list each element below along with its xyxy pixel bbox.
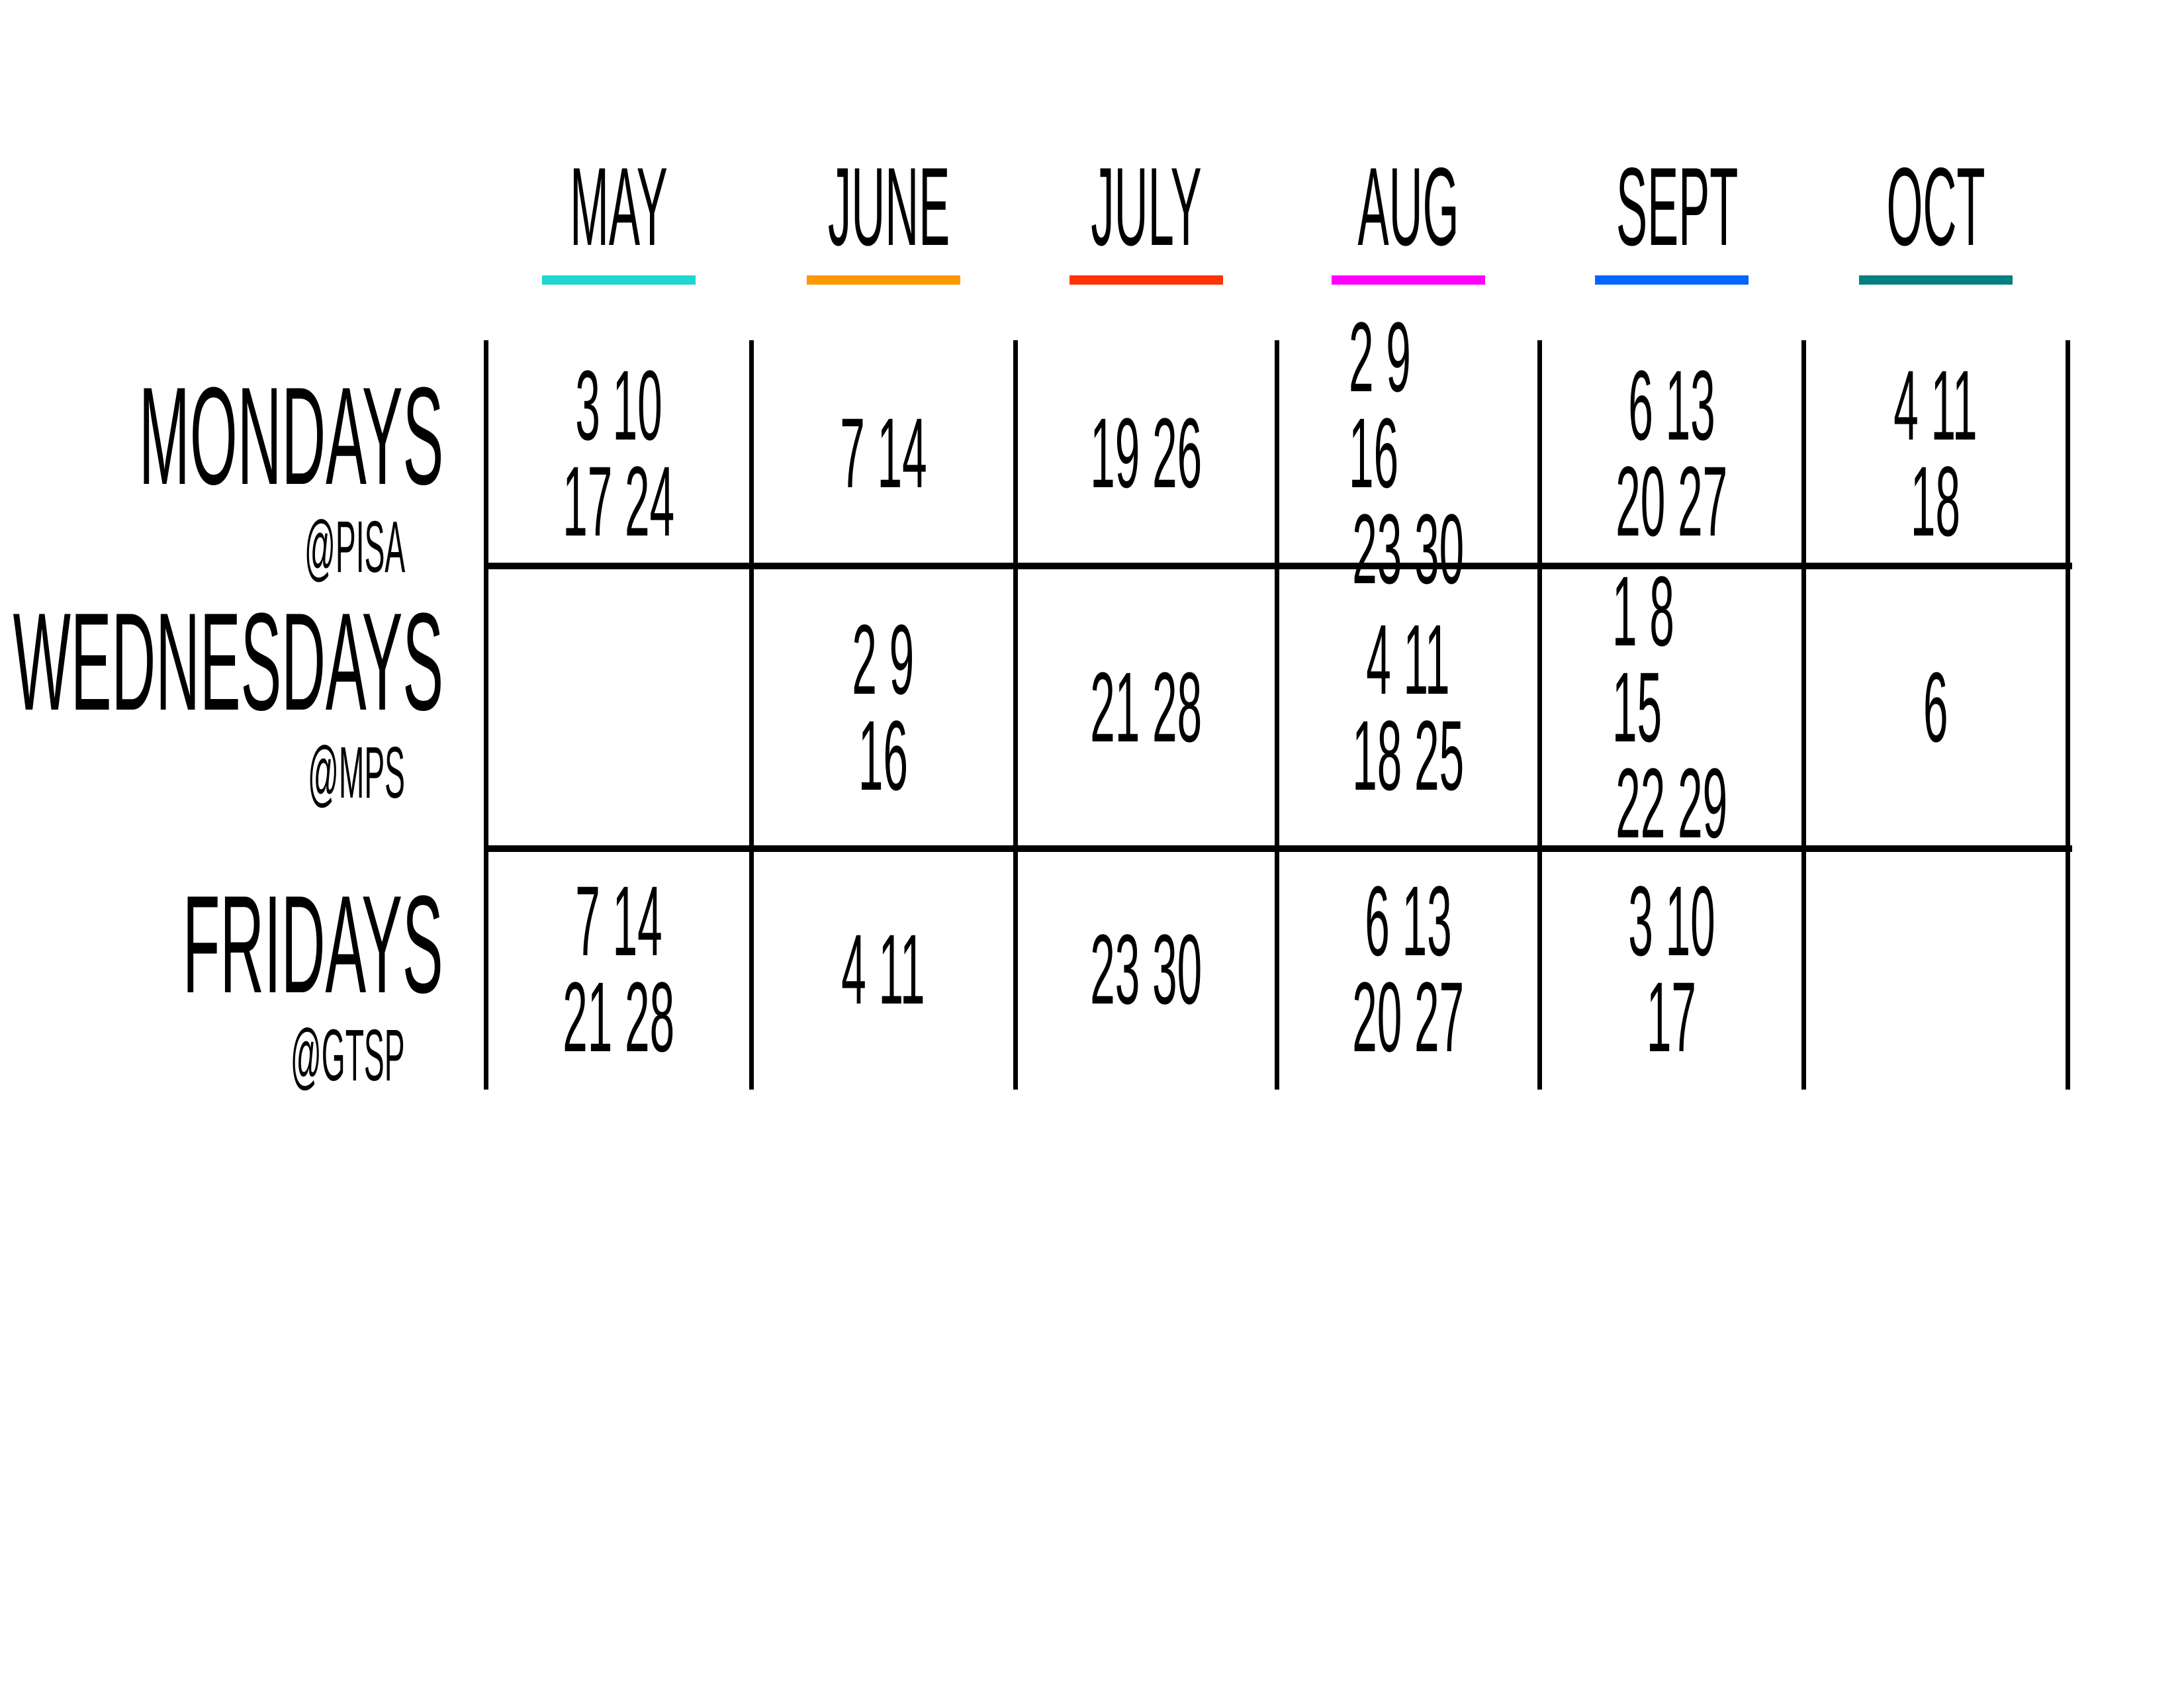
date-line: 17	[1646, 961, 1697, 1072]
row-label-wednesdays: WEDNESDAYS @MPS	[0, 592, 443, 810]
date-line: 1 8 15	[1612, 555, 1674, 763]
date-cell	[486, 573, 751, 842]
date-cell: 2 9 16	[751, 573, 1016, 842]
date-cell: 3 10 17	[1539, 855, 1804, 1083]
month-header-sept: SEPT	[1615, 144, 1738, 269]
month-header-july: JULY	[1090, 144, 1202, 269]
date-cell: 7 14 21 28	[486, 855, 751, 1083]
date-line: 17 24	[563, 445, 674, 557]
date-line: 19 26	[1090, 397, 1202, 508]
date-cell: 2 9 16 23 30	[1276, 307, 1541, 598]
date-line: 20 27	[1615, 445, 1727, 557]
date-line: 18	[1910, 445, 1961, 557]
month-color-underline	[1594, 275, 1749, 285]
date-cell: 6	[1803, 573, 2068, 842]
month-color-underline	[1858, 275, 2013, 285]
date-cell: 1 8 15 22 29	[1539, 561, 1804, 853]
month-color-underline	[806, 275, 960, 285]
date-cell: 6 13 20 27	[1539, 347, 1804, 559]
grid-vertical-line	[749, 340, 754, 1090]
date-line: 4 11	[1366, 603, 1450, 715]
date-cell: 7 14	[751, 347, 1016, 559]
grid-vertical-line	[1275, 340, 1279, 1090]
date-line: 4 11	[841, 913, 925, 1025]
month-header-aug: AUG	[1357, 144, 1459, 269]
date-cell: 3 10 17 24	[486, 347, 751, 559]
date-line: 20 27	[1352, 961, 1464, 1072]
date-line: 2 9 16	[1348, 301, 1411, 508]
grid-vertical-line	[2066, 340, 2070, 1090]
date-line: 3 10	[574, 349, 662, 461]
date-cell: 23 30	[1014, 855, 1279, 1083]
date-cell: 4 11	[751, 855, 1016, 1083]
date-line: 21 28	[1090, 651, 1202, 763]
date-cell: 4 11 18 25	[1276, 573, 1541, 842]
date-cell: 6 13 20 27	[1276, 855, 1541, 1083]
grid-vertical-line	[484, 340, 488, 1090]
date-line: 3 10	[1627, 865, 1715, 976]
grid-horizontal-line	[486, 845, 2072, 852]
month-color-underline	[1331, 275, 1485, 285]
grid-vertical-line	[1537, 340, 1542, 1090]
date-line: 23 30	[1090, 913, 1202, 1025]
date-cell: 21 28	[1014, 573, 1279, 842]
month-color-underline	[1069, 275, 1223, 285]
month-header-may: MAY	[569, 144, 668, 269]
day-name: WEDNESDAYS	[13, 584, 443, 739]
location-label: @GTSP	[291, 1015, 405, 1096]
date-cell	[1803, 855, 2068, 1083]
date-line: 6 13	[1627, 349, 1715, 461]
date-line: 23 30	[1352, 493, 1464, 604]
day-name: MONDAYS	[138, 358, 443, 514]
date-cell: 19 26	[1014, 347, 1279, 559]
date-line: 18 25	[1352, 699, 1464, 811]
date-line: 7 14	[574, 865, 662, 976]
date-line: 6	[1923, 651, 1948, 763]
date-line: 4 11	[1893, 349, 1978, 461]
date-line: 7 14	[839, 397, 927, 508]
date-line: 2 9	[852, 603, 915, 715]
date-cell: 4 11 18	[1803, 347, 2068, 559]
date-line: 6 13	[1364, 865, 1452, 976]
location-label: @MPS	[307, 732, 405, 814]
grid-vertical-line	[1013, 340, 1018, 1090]
date-line: 16	[858, 699, 909, 811]
grid-vertical-line	[1801, 340, 1806, 1090]
row-label-fridays: FRIDAYS @GTSP	[0, 875, 443, 1092]
month-header-june: JUNE	[827, 144, 950, 269]
day-name: FRIDAYS	[183, 867, 443, 1022]
location-label: @PISA	[304, 506, 405, 588]
date-line: 22 29	[1615, 747, 1727, 859]
row-label-mondays: MONDAYS @PISA	[0, 367, 443, 584]
month-color-underline	[541, 275, 696, 285]
month-header-oct: OCT	[1886, 144, 1985, 269]
date-line: 21 28	[563, 961, 674, 1072]
grid-horizontal-line	[486, 563, 2072, 569]
